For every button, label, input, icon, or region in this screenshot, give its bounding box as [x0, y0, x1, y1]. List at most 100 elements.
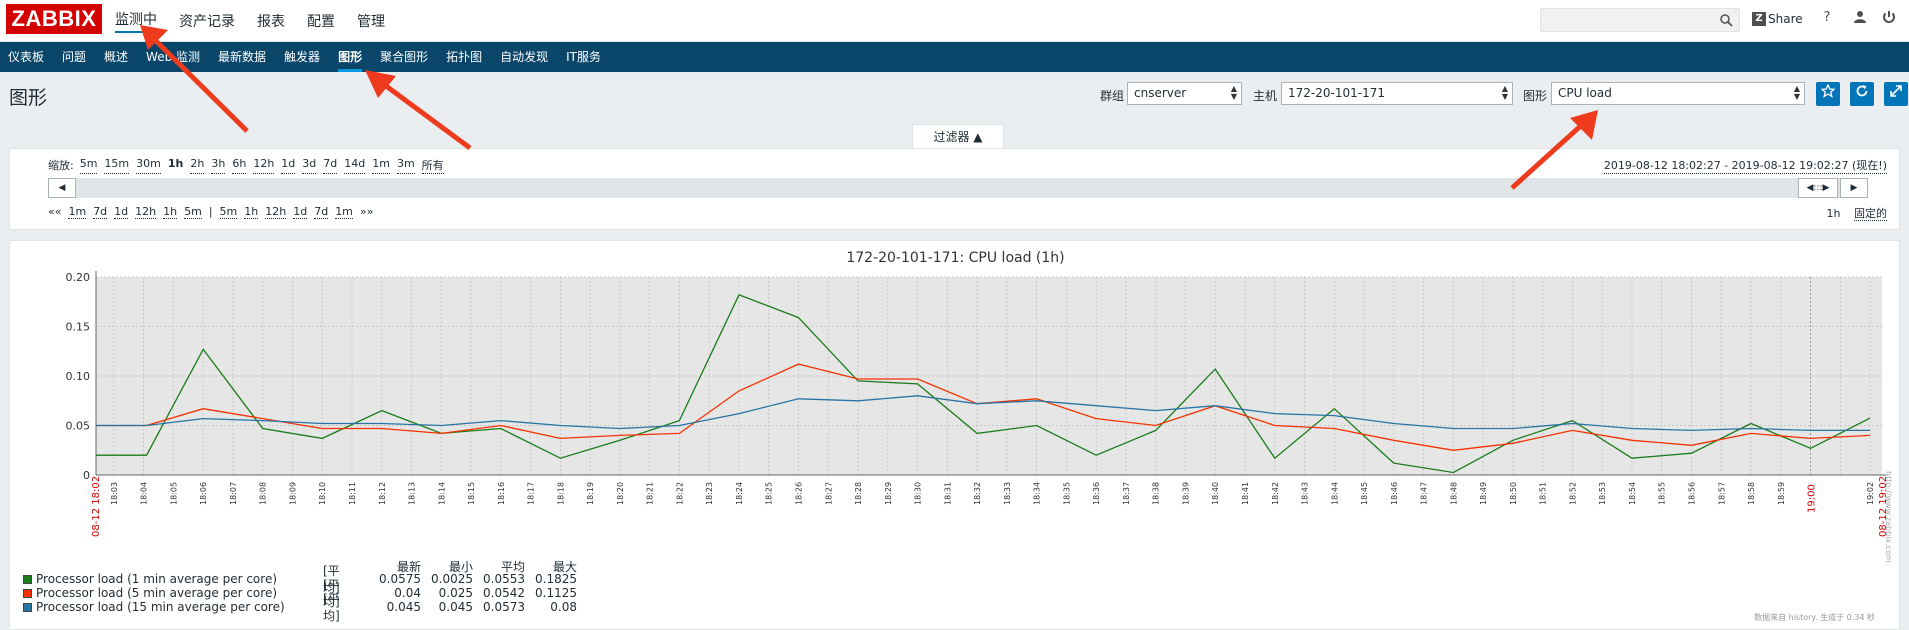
sub-nav-it-services[interactable]: IT服务: [566, 50, 601, 64]
x-tick-label: 18:17: [527, 482, 536, 505]
help-icon[interactable]: ?: [1823, 10, 1831, 25]
nav-back-all[interactable]: ««: [48, 205, 62, 218]
x-tick-label: 18:37: [1122, 482, 1131, 505]
sub-nav-screens[interactable]: 聚合图形: [380, 50, 429, 64]
group-select[interactable]: cnserver ▲ ▼: [1127, 82, 1242, 105]
time-scrollbar[interactable]: ◀ ◀:::▶ ▶: [48, 178, 1868, 198]
scroll-handle[interactable]: ◀:::▶: [1798, 178, 1838, 198]
zoom-6h[interactable]: 6h: [232, 157, 247, 174]
zoom-3m[interactable]: 3m: [396, 157, 415, 174]
zoom-3d[interactable]: 3d: [302, 157, 317, 174]
zoom-all[interactable]: 所有: [421, 159, 444, 174]
cpu-load-chart[interactable]: 0 0.05 0.10 0.15 0.20 18:03 18:04 18:05 18:06 18:…: [10, 241, 1901, 561]
x-tick-label: 18:06: [199, 482, 208, 505]
fullscreen-button[interactable]: [1884, 82, 1908, 106]
top-menu: 监测中 资产记录 报表 配置 管理: [115, 0, 407, 42]
search-icon[interactable]: [1719, 13, 1733, 27]
period-nav-row: «« 1m 7d 1d 12h 1h 5m | 5m 1h 12h 1d 7d …: [48, 205, 380, 219]
top-menu-monitoring[interactable]: 监测中: [115, 9, 157, 33]
series-line-1: [96, 293, 1871, 474]
zoom-3h[interactable]: 3h: [211, 157, 226, 174]
legend-series-name: Processor load (5 min average per core): [36, 586, 278, 600]
filter-tab[interactable]: 过滤器 ▲: [912, 124, 1004, 149]
zoom-7d[interactable]: 7d: [323, 157, 338, 174]
nav-fwd-all[interactable]: »»: [359, 205, 374, 218]
top-menu-administration[interactable]: 管理: [357, 14, 385, 30]
x-tick-label: 18:58: [1747, 482, 1756, 505]
zoom-30m[interactable]: 30m: [136, 157, 161, 174]
x-tick-label: 18:47: [1420, 482, 1429, 505]
sub-nav-problems[interactable]: 问题: [62, 50, 87, 64]
user-icon[interactable]: [1851, 10, 1869, 28]
zoom-5m[interactable]: 5m: [79, 157, 98, 174]
x-tick-label: 18:16: [497, 482, 506, 505]
series-line-3: [96, 395, 1871, 432]
period-value: 1h: [1826, 207, 1841, 220]
sub-nav-web[interactable]: Web 监测: [146, 50, 201, 64]
x-tick-label: 18:51: [1539, 482, 1548, 505]
select-arrows-icon: ▲ ▼: [1793, 84, 1800, 101]
zoom-2h[interactable]: 2h: [190, 157, 205, 174]
top-menu-configuration[interactable]: 配置: [307, 14, 335, 30]
nav-back-5m[interactable]: 5m: [184, 205, 202, 219]
nav-back-12h[interactable]: 12h: [135, 205, 157, 219]
x-tick-label: 18:12: [378, 482, 387, 505]
x-tick-label: 18:53: [1598, 482, 1607, 505]
zoom-12h[interactable]: 12h: [253, 157, 275, 174]
nav-fwd-12h[interactable]: 12h: [265, 205, 287, 219]
scroll-right-button[interactable]: ▶: [1840, 178, 1868, 198]
sub-nav-overview[interactable]: 概述: [104, 50, 129, 64]
legend-last: 0.04: [394, 586, 421, 600]
time-range-text[interactable]: 2019-08-12 18:02:27 - 2019-08-12 19:02:2…: [1603, 159, 1887, 174]
zoom-14d[interactable]: 14d: [344, 157, 366, 174]
legend-header: 最新 最小 平均 最大: [23, 558, 577, 574]
x-tick-label: 18:14: [437, 482, 446, 505]
host-select[interactable]: 172-20-101-171 ▲ ▼: [1281, 82, 1513, 105]
x-tick-label: 18:35: [1062, 482, 1071, 505]
nav-fwd-1h[interactable]: 1h: [244, 205, 259, 219]
host-select-value: 172-20-101-171: [1288, 86, 1385, 100]
legend-avg: 0.0573: [483, 600, 525, 614]
zoom-1h[interactable]: 1h: [167, 157, 184, 170]
sub-nav-triggers[interactable]: 触发器: [284, 50, 321, 64]
zoom-15m[interactable]: 15m: [104, 157, 130, 174]
sub-nav-discovery[interactable]: 自动发现: [500, 50, 549, 64]
x-tick-label: 18:04: [140, 482, 149, 505]
fixed-toggle[interactable]: 固定的: [1854, 207, 1887, 221]
scroll-left-button[interactable]: ◀: [48, 178, 76, 198]
x-tick-label: 19:02: [1866, 482, 1875, 505]
search-input[interactable]: [1540, 8, 1740, 32]
zoom-1d[interactable]: 1d: [281, 157, 296, 174]
legend-last: 0.045: [386, 600, 421, 614]
nav-back-1d[interactable]: 1d: [114, 205, 129, 219]
nav-fwd-1d[interactable]: 1d: [293, 205, 308, 219]
x-tick-label: 18:44: [1330, 482, 1339, 505]
zabbix-share-icon: Z: [1752, 12, 1766, 26]
top-menu-inventory[interactable]: 资产记录: [179, 14, 235, 30]
nav-fwd-5m[interactable]: 5m: [219, 205, 238, 219]
sub-nav-latest-data[interactable]: 最新数据: [218, 50, 267, 64]
sub-nav-dashboard[interactable]: 仪表板: [8, 50, 45, 64]
sub-nav-maps[interactable]: 拓扑图: [446, 50, 483, 64]
x-tick-label: 18:59: [1777, 482, 1786, 505]
nav-back-1m[interactable]: 1m: [68, 205, 87, 219]
graph-select[interactable]: CPU load ▲ ▼: [1551, 82, 1805, 105]
nav-back-7d[interactable]: 7d: [93, 205, 108, 219]
legend-swatch: [23, 588, 32, 598]
nav-fwd-1m[interactable]: 1m: [335, 205, 353, 219]
logout-icon[interactable]: [1880, 10, 1898, 28]
top-menu-reports[interactable]: 报表: [257, 14, 285, 30]
nav-fwd-7d[interactable]: 7d: [314, 205, 329, 219]
share-link[interactable]: Z Share: [1752, 12, 1803, 26]
x-tick-label: 18:05: [169, 482, 178, 505]
select-arrows-icon: ▲ ▼: [1501, 84, 1508, 101]
x-tick-label: 18:11: [348, 482, 357, 505]
zoom-1m[interactable]: 1m: [372, 157, 390, 174]
x-tick-label: 18:13: [408, 482, 417, 505]
zabbix-logo[interactable]: ZABBIX: [6, 4, 102, 34]
zabbix-watermark: http://www.zabbix.com: [1884, 471, 1893, 563]
refresh-button[interactable]: [1850, 82, 1874, 106]
add-to-favorites-button[interactable]: [1816, 82, 1840, 106]
sub-nav-graphs[interactable]: 图形: [338, 42, 363, 72]
nav-back-1h[interactable]: 1h: [163, 205, 178, 219]
